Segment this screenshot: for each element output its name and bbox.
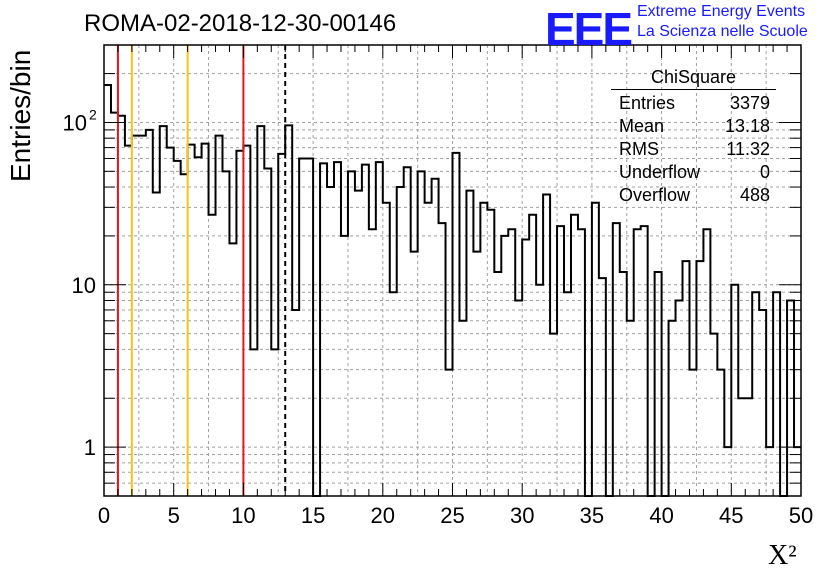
x-tick-label: 50	[789, 503, 813, 528]
stats-row-underflow: Underflow 0	[611, 161, 776, 184]
stats-value: 0	[759, 162, 770, 182]
x-tick-label: 10	[231, 503, 255, 528]
brand-line-1: Extreme Energy Events	[637, 3, 806, 20]
y-tick-label-exponent: 2	[89, 106, 97, 122]
x-tick-label: 0	[98, 503, 110, 528]
brand-line-2: La Scienza nelle Scuole	[637, 23, 808, 40]
y-tick-label: 10	[63, 110, 87, 135]
stats-label: Entries	[619, 93, 676, 113]
histogram-outline	[104, 84, 801, 497]
x-tick-label: 40	[649, 503, 673, 528]
x-tick-label: 5	[168, 503, 180, 528]
x-tick-label: 35	[580, 503, 604, 528]
x-tick-label: 45	[719, 503, 743, 528]
stats-label: Mean	[619, 116, 665, 136]
x-tick-label: 30	[510, 503, 534, 528]
stats-row-mean: Mean 13.18	[611, 115, 776, 138]
histogram-bars	[104, 84, 801, 497]
stats-value: 488	[739, 185, 770, 205]
axis-ticks	[103, 44, 802, 497]
stats-label: RMS	[619, 139, 659, 159]
x-tick-label: 25	[440, 503, 464, 528]
stats-row-rms: RMS 11.32	[611, 138, 776, 161]
x-tick-labels: 0 5 10 15 20 25 30 35 40 45 50	[98, 503, 813, 528]
y-tick-label: 1	[84, 435, 96, 460]
stats-row-entries: Entries 3379	[611, 92, 776, 115]
stats-value: 13.18	[724, 116, 770, 136]
y-axis-label: Entries/bin	[5, 49, 36, 182]
chart-title: ROMA-02-2018-12-30-00146	[84, 10, 397, 37]
stats-label: Underflow	[619, 162, 701, 182]
stats-label: Overflow	[619, 185, 691, 205]
stats-row-overflow: Overflow 488	[611, 184, 776, 207]
stats-value: 3379	[729, 93, 770, 113]
eee-logo: EEE	[545, 3, 633, 55]
reference-lines	[116, 45, 287, 496]
x-tick-label: 15	[301, 503, 325, 528]
stats-value: 11.32	[726, 139, 770, 159]
stats-title: ChiSquare	[611, 67, 776, 90]
y-tick-label: 10	[72, 273, 96, 298]
stats-box: ChiSquare Entries 3379 Mean 13.18 RMS 11.32…	[611, 67, 776, 207]
x-axis-label: X²	[768, 540, 797, 571]
x-tick-label: 20	[371, 503, 395, 528]
